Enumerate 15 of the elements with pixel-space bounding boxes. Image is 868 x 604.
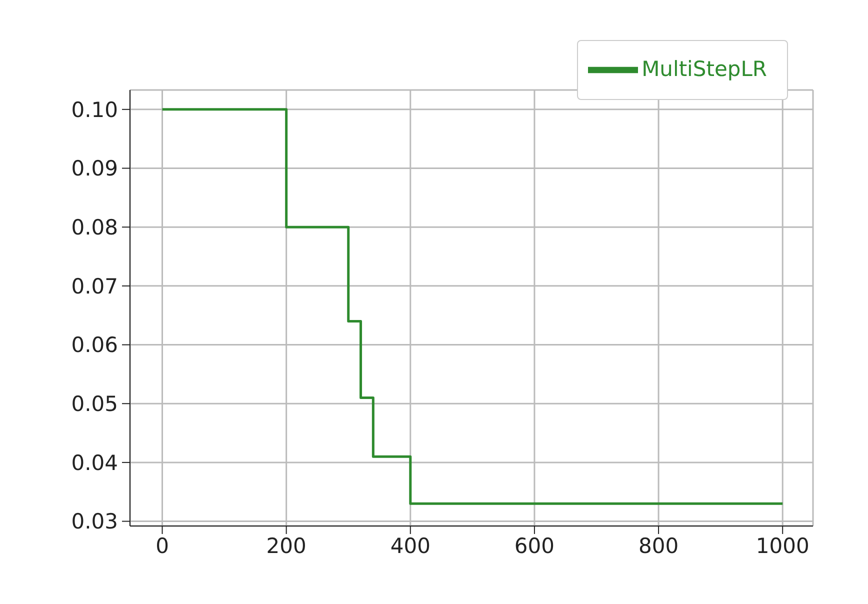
x-tick-label: 1000	[756, 534, 810, 558]
legend-label: MultiStepLR	[642, 56, 767, 81]
y-tick-label: 0.07	[71, 274, 118, 298]
x-tick-label: 0	[156, 534, 169, 558]
y-tick-label: 0.03	[71, 510, 118, 534]
y-tick-label: 0.06	[71, 333, 118, 358]
x-tick-label: 600	[514, 534, 555, 558]
x-tick-label: 400	[390, 534, 430, 558]
y-tick-label: 0.10	[71, 98, 118, 122]
x-tick-label: 800	[638, 534, 679, 558]
y-tick-label: 0.05	[71, 392, 118, 416]
y-tick-label: 0.09	[71, 156, 118, 181]
x-tick-label: 200	[266, 534, 306, 558]
y-tick-label: 0.08	[71, 216, 118, 240]
y-tick-label: 0.04	[71, 450, 118, 475]
